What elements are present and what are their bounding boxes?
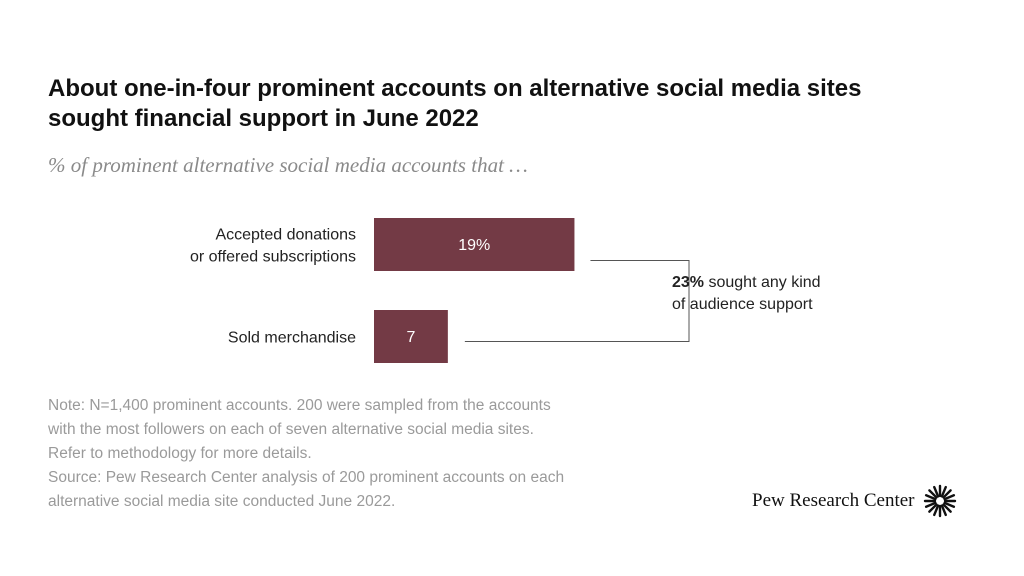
logo-ray xyxy=(942,501,955,508)
logo-ray xyxy=(942,494,955,501)
sunburst-logo-icon xyxy=(923,484,956,518)
note-line-1: Note: N=1,400 prominent accounts. 200 we… xyxy=(48,397,551,414)
annotation-bold-value: 23% xyxy=(672,274,704,291)
logo-ray xyxy=(927,503,938,513)
bar-0 xyxy=(374,218,575,271)
bracket-line xyxy=(464,260,690,342)
logo-ray xyxy=(940,485,947,498)
chart-subtitle: % of prominent alternative social media … xyxy=(48,153,528,177)
brand-name: Pew Research Center xyxy=(752,490,915,511)
title-line-1: About one-in-four prominent accounts on … xyxy=(48,75,862,102)
annotation-rest: sought any kind xyxy=(704,274,821,291)
logo-ray xyxy=(941,503,952,513)
source-line-2: alternative social media site conducted … xyxy=(48,493,396,510)
bar-value-label-0: 19% xyxy=(458,237,490,254)
logo-ray xyxy=(932,485,939,498)
logo-ray xyxy=(932,504,939,517)
category-label-0-1: or offered subscriptions xyxy=(190,249,356,266)
category-label-1-0: Sold merchandise xyxy=(228,330,356,347)
brand-footer: Pew Research Center xyxy=(752,484,957,518)
note-line-2: with the most followers on each of seven… xyxy=(48,421,534,438)
logo-ray xyxy=(924,501,937,508)
logo-ray xyxy=(927,489,938,499)
source-line-1: Source: Pew Research Center analysis of … xyxy=(48,469,565,486)
logo-ray xyxy=(924,494,937,501)
title-line-2: sought financial support in June 2022 xyxy=(48,105,479,132)
chart-title: About one-in-four prominent accounts on … xyxy=(48,74,988,134)
category-label-0-0: Accepted donations xyxy=(215,227,356,244)
notes-block: Note: N=1,400 prominent accounts. 200 we… xyxy=(48,394,668,514)
note-line-3: Refer to methodology for more details. xyxy=(48,445,312,462)
bar-1 xyxy=(374,310,448,363)
logo-ray xyxy=(940,504,947,517)
annotation-line-2: of audience support xyxy=(672,296,813,313)
bar-value-label-1: 7 xyxy=(406,329,415,346)
annotation-line-1: 23% sought any kind xyxy=(672,274,821,291)
logo-ray xyxy=(941,489,952,499)
